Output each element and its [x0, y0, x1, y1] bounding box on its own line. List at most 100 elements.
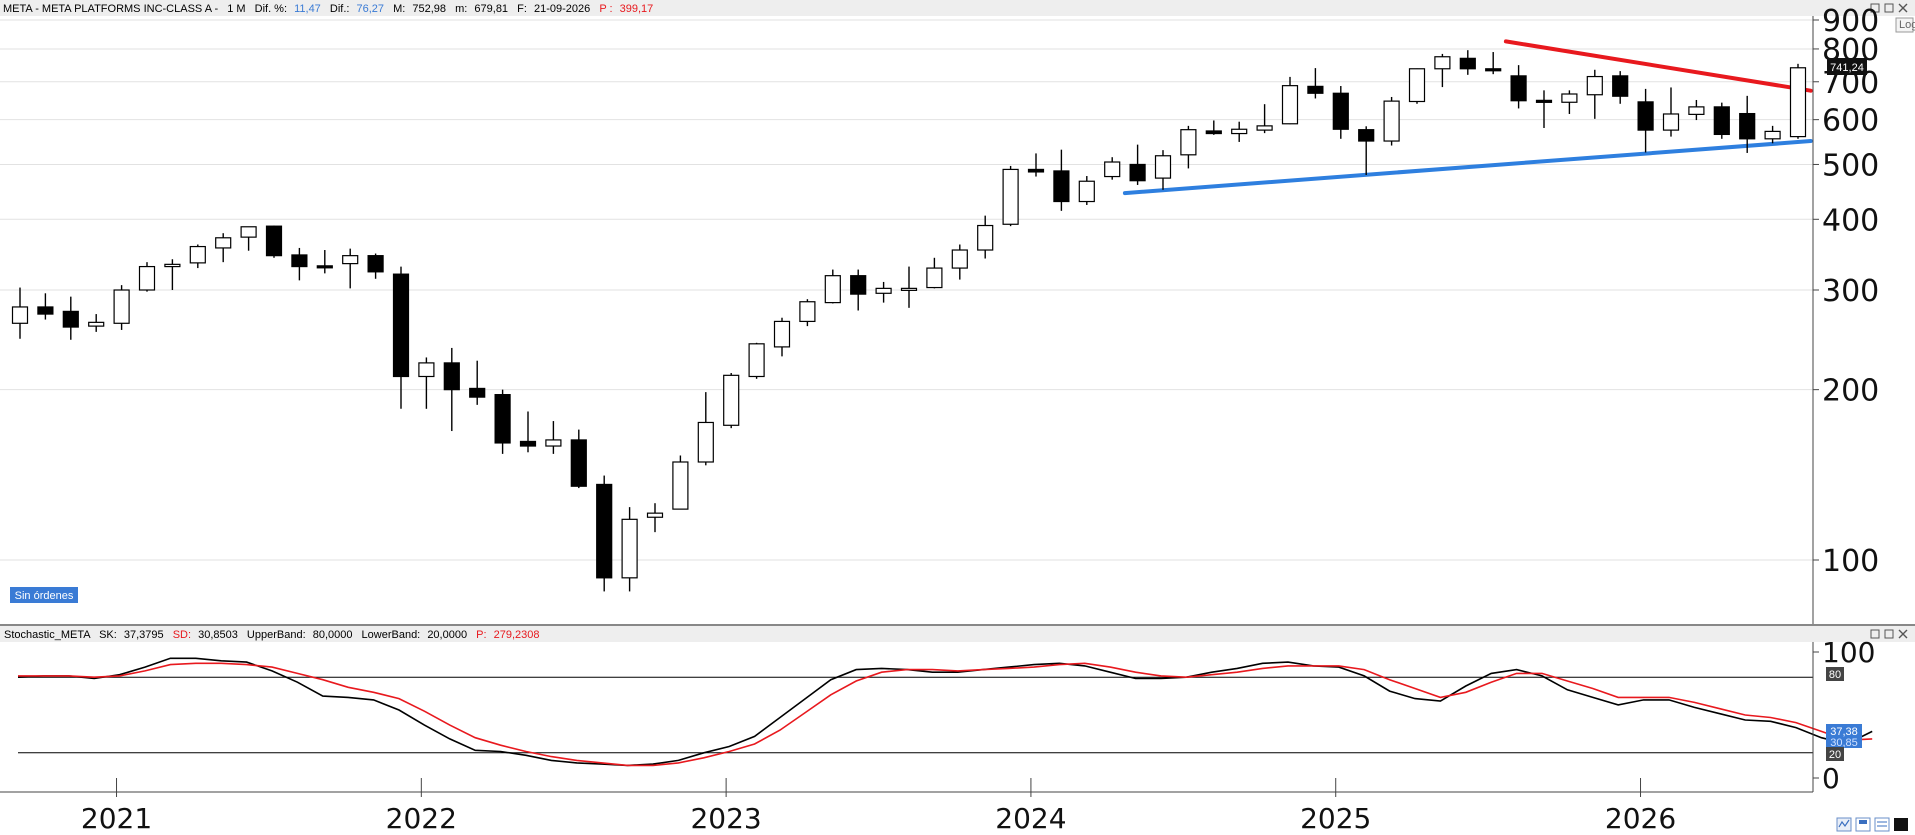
candle-body-up [545, 439, 562, 447]
stoch-tick-label: 0 [1822, 762, 1840, 795]
candle-body-up [1104, 161, 1121, 178]
max-label: M: [393, 3, 405, 15]
date-axis: 2021 2022 2023 2024 2025 2026 [81, 778, 1676, 835]
candle-body-up [1231, 128, 1248, 135]
candle [1434, 53, 1451, 88]
stoch-badges: 80 30,85 37,38 20 [1826, 667, 1862, 761]
close-icon[interactable] [1898, 3, 1908, 13]
candle-body-down [1358, 129, 1375, 142]
minimize-icon[interactable] [1870, 3, 1880, 13]
price-tick-label: 100 [1822, 544, 1879, 579]
save-button[interactable] [1855, 817, 1871, 832]
stoch-header-text: Stochastic_META SK: 37,3795 SD: 30,8503 … [4, 629, 540, 641]
price-tick-label: 600 [1822, 104, 1879, 139]
candle-body-down [316, 265, 333, 269]
stoch-restore-icon[interactable] [1884, 629, 1894, 639]
candle-body-up [1688, 106, 1705, 115]
candle [138, 262, 156, 292]
upper-band-badge [1826, 667, 1844, 681]
candle [1485, 52, 1502, 75]
candle-body-up [1586, 75, 1603, 96]
candle [1739, 95, 1756, 153]
candle [469, 360, 486, 405]
sd-badge [1826, 736, 1862, 748]
support-trendline[interactable] [1122, 139, 1813, 196]
black-square-button[interactable] [1894, 818, 1908, 831]
candle-body-down [1713, 106, 1730, 136]
min-value: 679,81 [474, 3, 508, 15]
stoch-plot-area [0, 642, 1813, 792]
candle-body-down [291, 254, 308, 268]
candle [113, 285, 130, 330]
candle [392, 266, 410, 409]
trendlines [1122, 39, 1813, 196]
sk-badge-text: 37,38 [1830, 726, 1858, 738]
date-tick-label: 2022 [386, 802, 457, 835]
candle-body-down [1027, 168, 1045, 173]
price-tick-label: 500 [1822, 148, 1879, 183]
candle [799, 299, 816, 327]
candle [1612, 71, 1629, 104]
restore-icon[interactable] [1884, 3, 1894, 13]
candle-body-up [1154, 155, 1172, 179]
resistance-trendline[interactable] [1503, 39, 1813, 93]
save-icon [1859, 820, 1867, 824]
candle-body-up [342, 255, 359, 265]
candle-body-down [1129, 163, 1146, 182]
stoch-p-label: P: [476, 629, 486, 641]
sk-line [17, 657, 1873, 767]
candle [164, 259, 181, 290]
candle [1586, 69, 1603, 119]
price-gridlines [0, 19, 1813, 561]
candle-body-up [1281, 85, 1299, 125]
log-toggle-button[interactable] [1895, 17, 1914, 33]
candle [1053, 149, 1070, 211]
candle-body-up [799, 301, 816, 323]
candle-body-up [621, 518, 638, 579]
stoch-lines [17, 657, 1873, 767]
candle-body-down [1307, 85, 1324, 94]
candle [596, 475, 613, 592]
stoch-minimize-icon[interactable] [1870, 629, 1880, 639]
bottom-toolbar [1836, 817, 1908, 832]
candle-body-down [1205, 130, 1222, 135]
price-tick-label: 900 [1822, 4, 1879, 39]
candle [494, 389, 511, 454]
candle-body-down [1459, 57, 1476, 70]
panel-divider[interactable] [0, 624, 1915, 626]
orders-badge[interactable]: Sin órdenes [10, 587, 78, 603]
stoch-window-controls [1870, 629, 1908, 639]
stoch-close-icon[interactable] [1898, 629, 1908, 639]
price-tick-label: 400 [1822, 203, 1879, 238]
candle-body-down [1332, 92, 1349, 130]
candle-body-up [748, 343, 765, 378]
candle-body-up [1180, 129, 1197, 156]
candle-body-down [37, 306, 54, 315]
upper-band-value: 80,0000 [313, 629, 353, 641]
split-view-button[interactable] [1874, 817, 1890, 832]
candle [1256, 104, 1273, 134]
candle [1510, 65, 1527, 109]
candle [265, 225, 283, 258]
candle [672, 455, 689, 510]
candle [748, 342, 765, 379]
candle [570, 429, 587, 489]
candle-body-up [11, 306, 29, 324]
price-tick-label: 300 [1822, 274, 1879, 309]
candle-body-up [240, 226, 257, 238]
candle-body-down [570, 439, 587, 487]
p-label: P : [599, 3, 612, 15]
sd-value: 30,8503 [198, 629, 238, 641]
candle [1459, 50, 1476, 75]
candle [418, 357, 435, 409]
candle-body-up [113, 289, 130, 324]
candle [1332, 86, 1349, 139]
dif-label: Dif.: [330, 3, 350, 15]
date-tick-label: 2021 [81, 802, 152, 835]
candle [342, 248, 359, 289]
upper-band-badge-text: 80 [1829, 669, 1841, 681]
stoch-p-value: 279,2308 [494, 629, 540, 641]
orders-badge-box[interactable] [10, 587, 78, 603]
candle-body-up [418, 362, 435, 378]
stoch-axis: 0 100 [1813, 636, 1875, 795]
